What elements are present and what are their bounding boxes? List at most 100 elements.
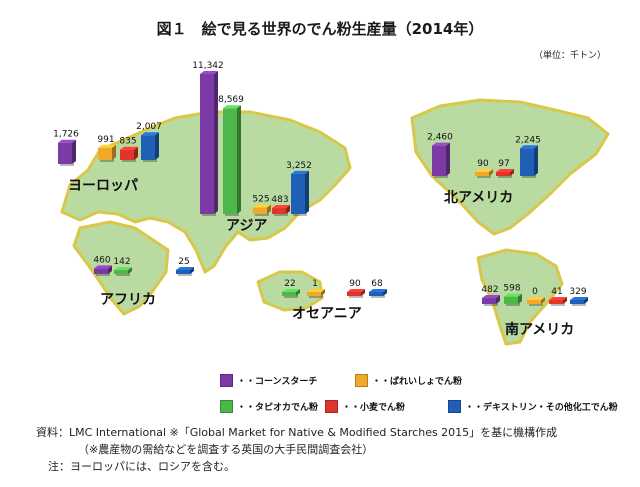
source-notes: 資料：LMC International ※「Global Market for… [36, 424, 557, 475]
bar-front [94, 268, 108, 274]
bar-top [570, 296, 588, 300]
data-label: 329 [569, 287, 586, 297]
bar-wheat [120, 146, 138, 162]
bar-corn [482, 295, 500, 306]
data-label: 483 [271, 195, 288, 205]
region-label: オセアニア [292, 306, 362, 322]
bar-top [253, 204, 271, 208]
bar-top [347, 289, 365, 292]
bar-front [504, 296, 518, 304]
bar-top [58, 139, 76, 143]
data-label: 68 [371, 279, 383, 289]
bar-top [272, 205, 290, 209]
bar-front [176, 270, 190, 274]
data-label: 90 [477, 159, 489, 169]
data-label: 2,245 [515, 135, 541, 145]
legend-item-wheat: ・・小麦でん粉 [325, 400, 405, 413]
legend-label: ・・デキストリン・その他化工でん粉 [465, 403, 618, 413]
bar-tapioca [282, 289, 300, 298]
bar-tapioca [114, 267, 132, 276]
bar-corn [432, 142, 450, 178]
bar-wheat [272, 205, 290, 216]
bar-front [58, 142, 72, 164]
bar-side [383, 289, 387, 296]
bar-potato [253, 204, 271, 216]
bar-front [570, 299, 584, 304]
legend-swatch [355, 374, 368, 387]
bar-side [128, 267, 132, 274]
data-label: 41 [551, 287, 562, 297]
bar-side [510, 169, 514, 176]
bar-top [291, 170, 309, 174]
bar-top [504, 293, 522, 297]
bar-tapioca [504, 293, 522, 306]
bar-front [291, 173, 305, 214]
bar-wheat [549, 297, 567, 306]
region-label: 北アメリカ [444, 190, 513, 206]
bar-top [527, 297, 545, 300]
note-line: 注：ヨーロッパには、ロシアを含む。 [48, 460, 235, 473]
bar-front [549, 300, 563, 304]
legend: ・・コーンスターチ ・・ばれいしょでん粉 ・・タピオカでん粉 ・・小麦でん粉 ・・デキス… [220, 370, 630, 420]
bar-top [282, 289, 300, 292]
legend-item-potato: ・・ばれいしょでん粉 [355, 374, 462, 387]
bar-side [584, 296, 588, 304]
bar-side [446, 142, 450, 176]
bar-front [141, 135, 155, 160]
legend-label: ・・タピオカでん粉 [237, 403, 319, 413]
bar-side [305, 170, 309, 214]
region-label: 南アメリカ [505, 321, 574, 338]
bar-side [134, 146, 138, 160]
data-label: 97 [498, 159, 509, 169]
data-label: 2,007 [136, 122, 162, 132]
bar-side [286, 205, 290, 214]
data-label: 22 [284, 279, 295, 289]
legend-swatch [448, 400, 461, 413]
bar-side [321, 289, 325, 296]
bar-front [98, 147, 112, 160]
data-label: 1,726 [53, 130, 79, 140]
bar-front [272, 208, 286, 214]
data-label: 460 [93, 255, 110, 265]
bar-top [549, 297, 567, 300]
legend-item-other: ・・デキストリン・その他化工でん粉 [448, 400, 618, 413]
region-label: アジア [226, 218, 267, 234]
bar-other [291, 170, 309, 216]
bar-top [98, 144, 116, 148]
bar-corn [58, 139, 76, 166]
data-label: 598 [503, 284, 520, 294]
bar-top [223, 105, 241, 109]
bar-side [489, 169, 493, 176]
data-label: 525 [252, 195, 269, 205]
bar-top [176, 267, 194, 270]
bar-front [282, 292, 296, 296]
bar-side [296, 289, 300, 296]
bar-other [369, 289, 387, 298]
bar-front [369, 292, 383, 296]
bar-front [120, 149, 134, 160]
legend-item-tapioca: ・・タピオカでん粉 [220, 400, 318, 413]
bar-top [520, 145, 538, 149]
legend-label: ・・小麦でん粉 [342, 403, 406, 413]
data-label: 11,342 [192, 61, 224, 71]
bar-front [223, 108, 237, 214]
region-label: ヨーロッパ [68, 178, 138, 194]
bar-top [432, 142, 450, 146]
bar-side [496, 295, 500, 304]
bar-potato [307, 289, 325, 298]
data-label: 2,460 [427, 133, 453, 143]
bar-other [570, 296, 588, 306]
bar-top [120, 146, 138, 150]
data-label: 8,569 [218, 95, 244, 105]
bar-top [307, 289, 325, 292]
legend-swatch [220, 374, 233, 387]
bar-front [496, 172, 510, 176]
data-label: 991 [97, 135, 114, 145]
bar-top [482, 295, 500, 299]
source-subline: （※農産物の需給などを調査する英国の大手民間調査会社） [78, 443, 374, 456]
bar-front [200, 74, 214, 214]
bar-side [563, 297, 567, 304]
